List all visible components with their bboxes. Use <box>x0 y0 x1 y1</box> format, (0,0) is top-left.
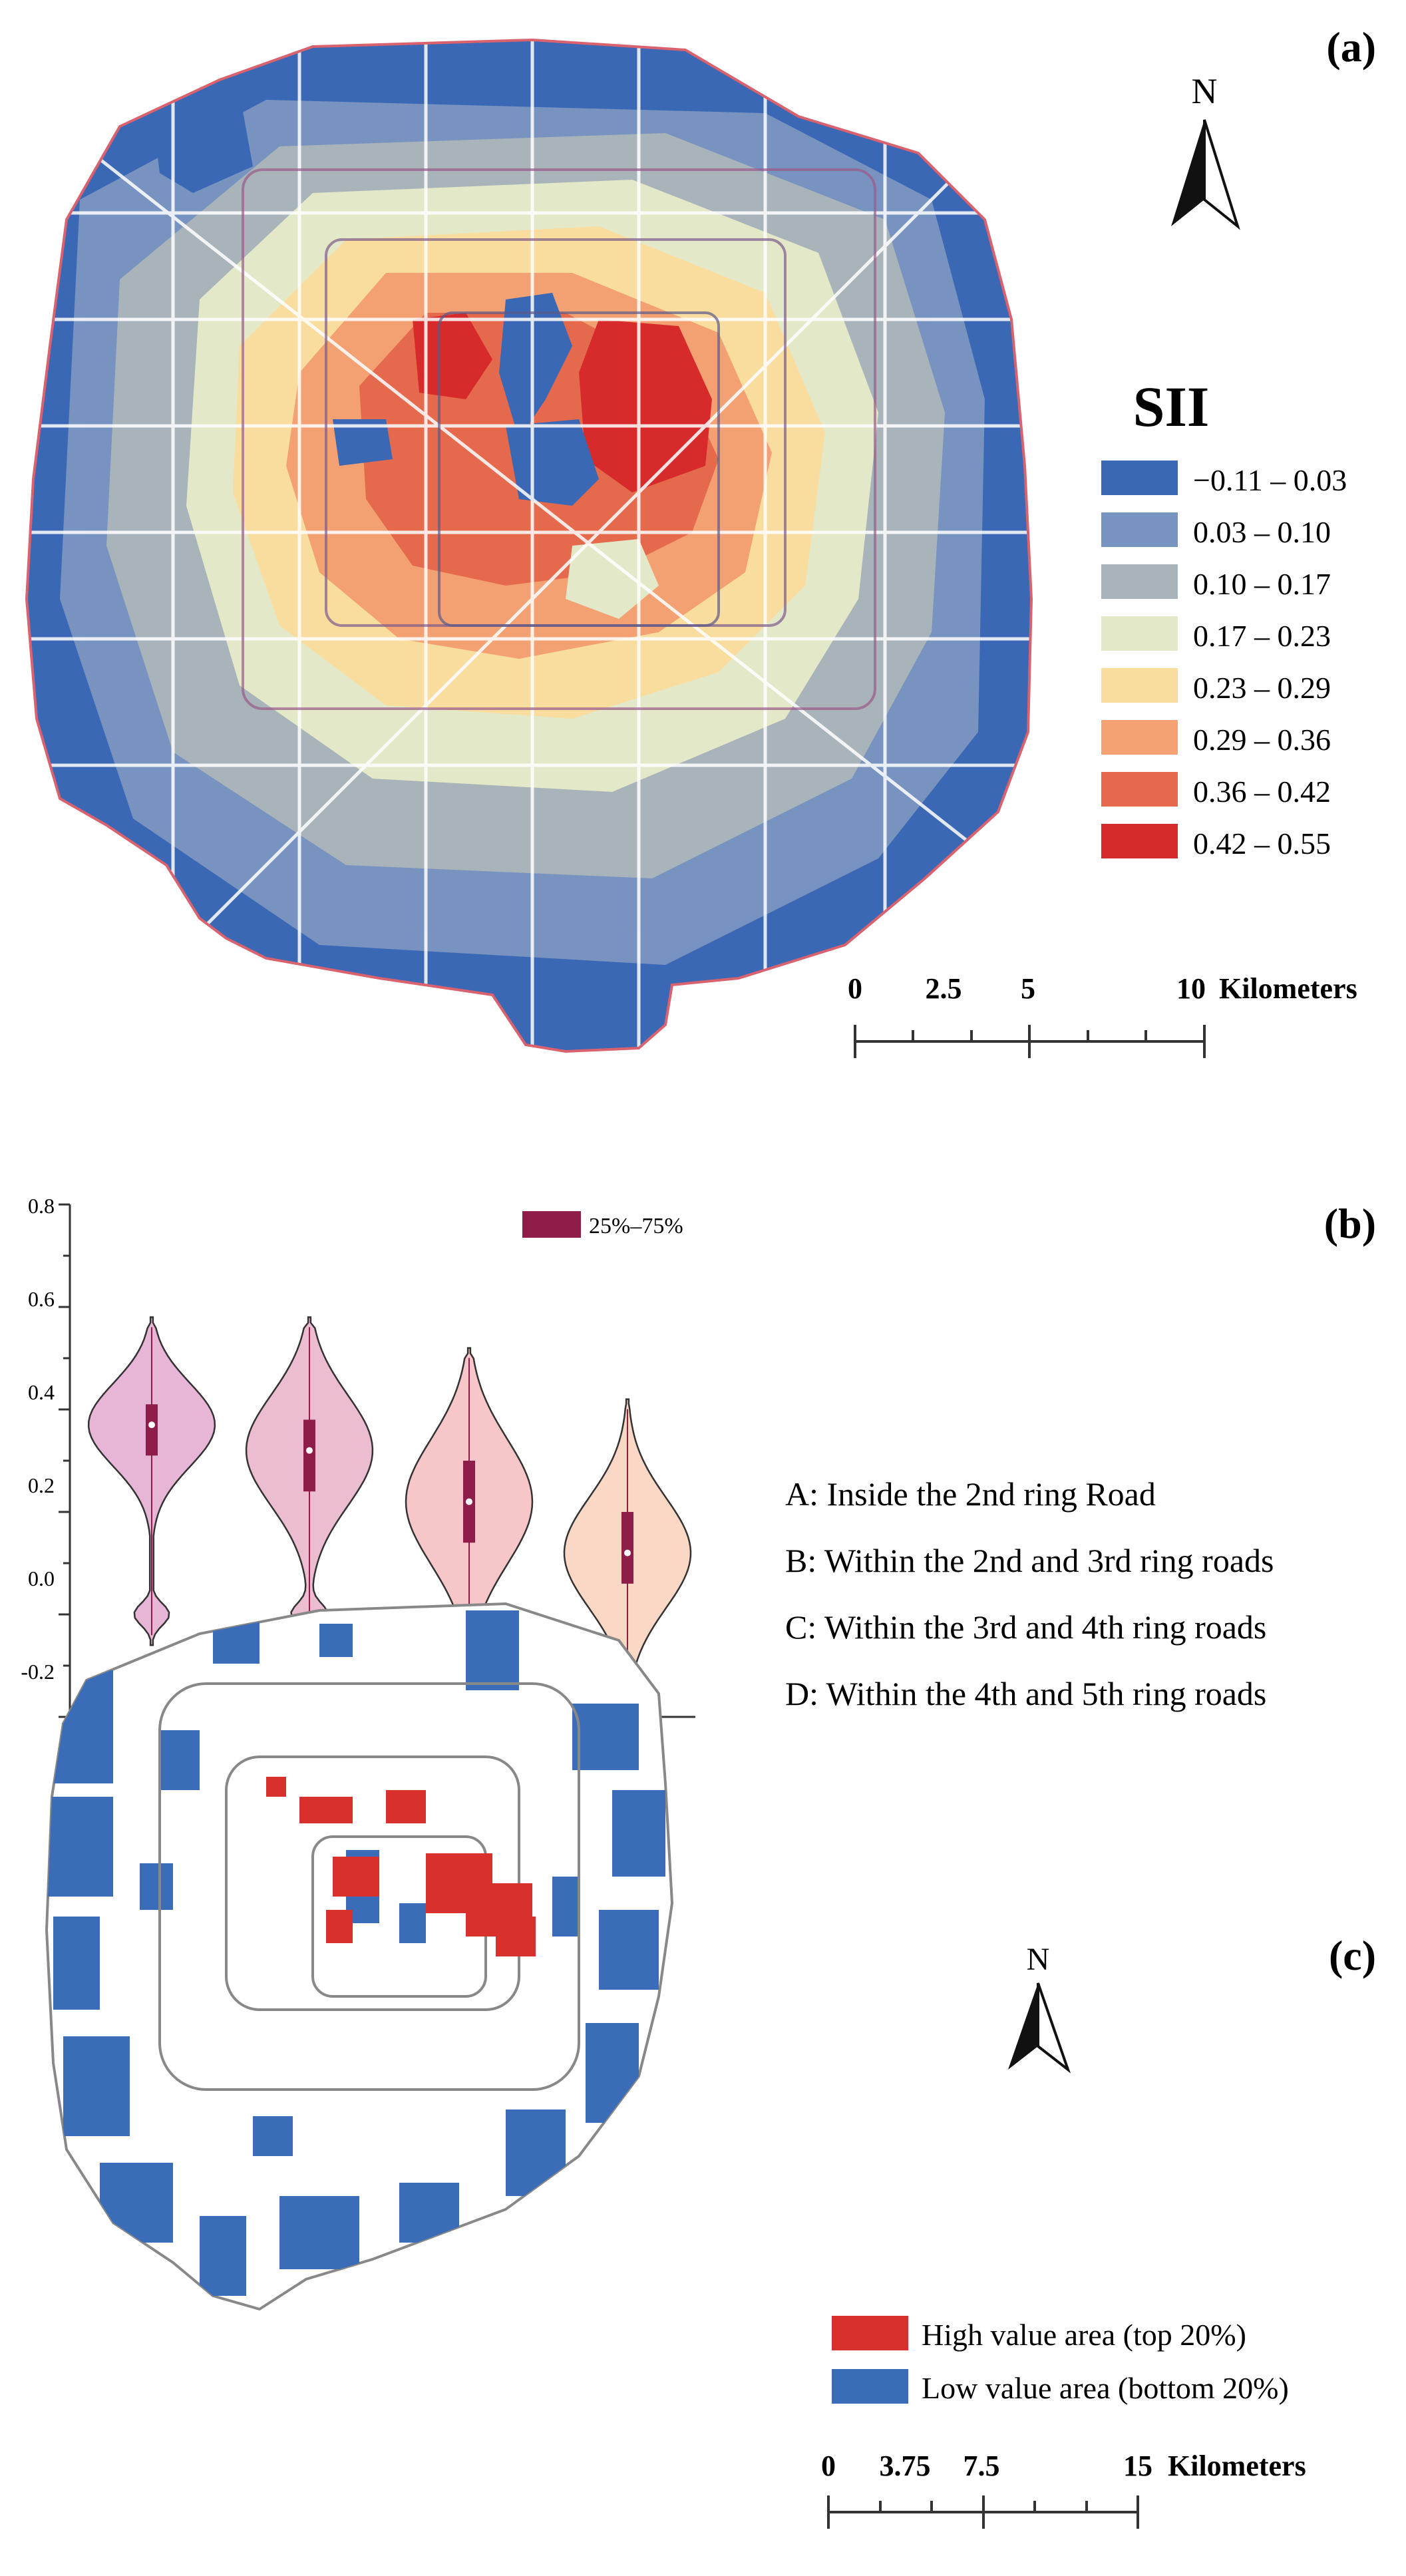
north-label: N <box>1027 1942 1050 1977</box>
median-point <box>306 1447 313 1454</box>
iqr-box <box>303 1419 315 1492</box>
scale-bar: 0 2.5 5 10 Kilometers <box>848 972 1357 1058</box>
legend-swatch-high <box>832 2316 908 2350</box>
northwest-park <box>153 93 253 193</box>
panel-c-map <box>45 1602 674 2311</box>
category-descriptions: A: Inside the 2nd ring Road B: Within th… <box>785 1475 1274 1712</box>
legend-label-low: Low value area (bottom 20%) <box>922 2371 1289 2405</box>
west-park <box>333 419 393 466</box>
legend-swatch-low <box>832 2369 908 2404</box>
y-tick-label: -0.2 <box>21 1660 55 1684</box>
ring-road-2 <box>438 311 720 627</box>
y-tick-label: 0.6 <box>28 1287 55 1311</box>
low-value-areas <box>47 1610 665 2296</box>
class-8-area-east <box>579 319 712 492</box>
legend-swatch <box>1101 512 1178 547</box>
fifth-ring-boundary <box>25 38 1033 1053</box>
violin-chart: 0.8 0.6 0.4 0.2 0.0 -0.2 A B C D 25%–75% <box>21 1194 695 1755</box>
legend-swatch <box>1101 720 1178 755</box>
y-tick-label: 0.4 <box>28 1380 55 1404</box>
park-area <box>506 419 599 506</box>
legend-swatch <box>1101 616 1178 651</box>
iqr-box <box>621 1512 633 1584</box>
north-label: N <box>1192 71 1218 111</box>
scale-label: 7.5 <box>964 2450 1000 2482</box>
legend-box-label: 25%–75% <box>589 1214 683 1238</box>
panel-c-label: (c) <box>1329 1932 1376 1979</box>
y-tick-label: 0.2 <box>28 1473 55 1497</box>
panel-b-label: (b) <box>1324 1200 1376 1247</box>
description-c: C: Within the 3rd and 4th ring roads <box>785 1608 1266 1646</box>
legend-box-swatch <box>522 1211 581 1238</box>
legend-label-high: High value area (top 20%) <box>922 2318 1246 2352</box>
legend-swatch <box>1101 460 1178 495</box>
legend-swatch <box>1101 668 1178 703</box>
y-tick-label: 0.8 <box>28 1194 55 1218</box>
panel-c-legend: High value area (top 20%) Low value area… <box>832 2316 1289 2405</box>
legend-label: −0.11 – 0.03 <box>1193 463 1347 497</box>
scale-label: 3.75 <box>880 2450 931 2482</box>
scale-label: 0 <box>848 972 862 1005</box>
north-arrow-icon: N <box>1171 71 1240 230</box>
lake-area <box>499 293 572 439</box>
road-network <box>27 40 1031 1051</box>
scale-label: 0 <box>821 2450 836 2482</box>
scale-label: 10 <box>1176 972 1206 1005</box>
temple-park-area <box>566 539 659 619</box>
median-point <box>148 1421 155 1429</box>
description-a: A: Inside the 2nd ring Road <box>785 1475 1156 1513</box>
y-ticks: 0.8 0.6 0.4 0.2 0.0 -0.2 <box>21 1194 55 1684</box>
legend-swatch <box>1101 824 1178 858</box>
ring-road-4 <box>242 168 876 710</box>
panel-a-label: (a) <box>1326 23 1376 71</box>
legend-swatch <box>1101 564 1178 599</box>
scale-label: 5 <box>1021 972 1035 1005</box>
legend-label: 0.10 – 0.17 <box>1193 567 1331 601</box>
legend-label: 0.42 – 0.55 <box>1193 827 1331 860</box>
legend-label: 0.23 – 0.29 <box>1193 671 1331 705</box>
legend-title: SII <box>1133 375 1210 439</box>
high-value-areas <box>266 1777 536 1956</box>
legend-label: 0.29 – 0.36 <box>1193 723 1331 757</box>
y-tick-label: 0.0 <box>28 1566 55 1590</box>
north-arrow-icon: N <box>1008 1942 1071 2074</box>
scale-unit: Kilometers <box>1219 972 1357 1005</box>
legend-label: 0.03 – 0.10 <box>1193 515 1331 549</box>
legend-swatch <box>1101 772 1178 807</box>
legend-label: 0.36 – 0.42 <box>1193 775 1331 809</box>
scale-bar: 0 3.75 7.5 15 Kilometers <box>821 2450 1306 2529</box>
scale-unit: Kilometers <box>1168 2450 1306 2482</box>
description-d: D: Within the 4th and 5th ring roads <box>785 1675 1266 1712</box>
description-b: B: Within the 2nd and 3rd ring roads <box>785 1542 1274 1579</box>
iqr-box <box>146 1404 158 1456</box>
scale-label: 15 <box>1123 2450 1152 2482</box>
class-8-area-west <box>413 313 492 399</box>
median-point <box>624 1549 631 1557</box>
legend-label: 0.17 – 0.23 <box>1193 619 1331 653</box>
sii-choropleth <box>27 40 1031 1051</box>
median-point <box>466 1498 472 1505</box>
scale-label: 2.5 <box>926 972 962 1005</box>
sii-legend: −0.11 – 0.03 0.03 – 0.10 0.10 – 0.17 0.1… <box>1101 460 1347 860</box>
panel-a-map <box>25 38 1033 1053</box>
